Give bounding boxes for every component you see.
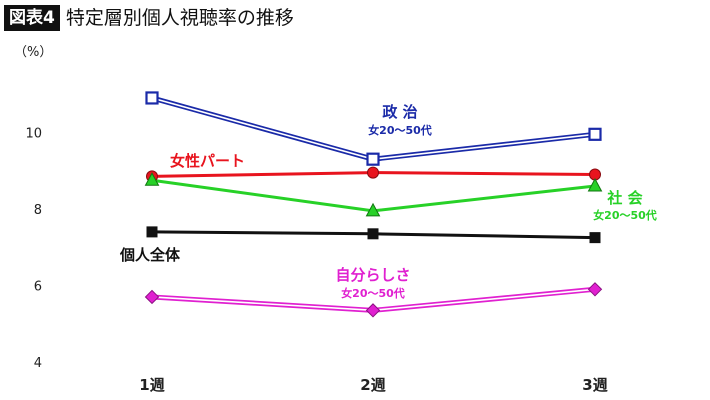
y-tick-label: 4 (34, 356, 42, 371)
data-point-society (365, 202, 381, 217)
data-point-politics (588, 127, 602, 141)
x-tick-label: 3週 (582, 376, 607, 394)
data-point-overall (146, 226, 158, 238)
x-axis-ticks: 1週 2週 3週 (139, 376, 607, 394)
series-markers (144, 91, 603, 318)
data-point-society (144, 172, 160, 186)
data-point-politics (145, 91, 159, 105)
data-point-society (587, 177, 603, 192)
data-point-overall (367, 228, 379, 240)
data-point-self (587, 282, 603, 297)
series-sublabel-self: 女20〜50代 (341, 286, 405, 300)
series-label-self: 自分らしさ (335, 266, 410, 284)
y-axis-unit: （%） (14, 45, 52, 60)
y-axis-ticks: 4 6 8 10 (25, 126, 42, 371)
figure-badge: 図表4 (4, 5, 60, 31)
series-label-society: 社 会 (606, 189, 642, 207)
data-point-overall (589, 232, 601, 244)
series-sublabel-politics: 女20〜50代 (368, 123, 432, 137)
series-label-overall: 個人全体 (119, 246, 181, 264)
y-tick-label: 8 (34, 203, 42, 218)
series-label-female-part: 女性パート (170, 152, 245, 170)
chart-title: 特定層別個人視聴率の推移 (65, 7, 294, 29)
x-tick-label: 1週 (139, 376, 164, 394)
x-tick-label: 2週 (360, 376, 385, 394)
y-tick-label: 10 (25, 126, 42, 141)
y-tick-label: 6 (34, 279, 42, 294)
data-point-self (365, 303, 381, 318)
data-point-politics (366, 152, 380, 166)
chart-header: 図表4 特定層別個人視聴率の推移 (4, 4, 294, 32)
data-point-female-part (367, 166, 379, 179)
series-sublabel-society: 女20〜50代 (593, 208, 657, 222)
data-point-self (144, 289, 160, 305)
series-label-politics: 政 治 (382, 103, 417, 121)
